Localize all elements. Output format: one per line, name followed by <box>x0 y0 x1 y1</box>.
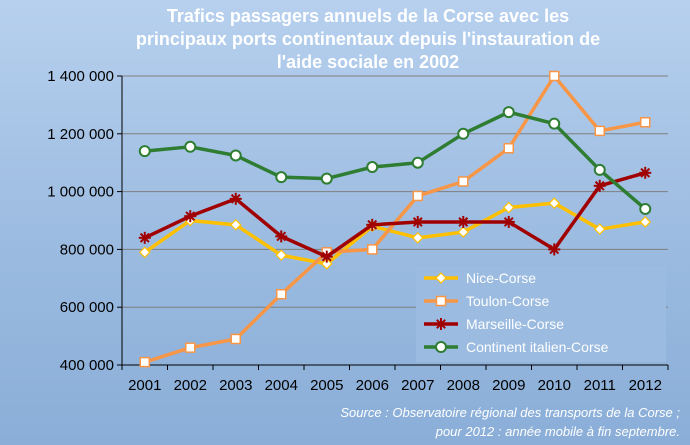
source-note: Source : Observatoire régional des trans… <box>340 405 680 439</box>
series-4-point <box>548 117 561 130</box>
legend-swatch-marker <box>435 341 447 353</box>
series-4-point <box>457 127 470 140</box>
series-2-point <box>139 356 150 368</box>
series-1-point <box>548 197 561 210</box>
marker-stroke <box>640 167 651 178</box>
legend-label: Toulon-Corse <box>466 293 549 309</box>
series-2-point <box>594 125 605 137</box>
y-tick-label: 800 000 <box>60 241 114 258</box>
series-2-point <box>230 333 241 345</box>
series-1-point <box>138 246 151 259</box>
x-tick-label: 2001 <box>128 377 161 394</box>
series-2-point <box>549 70 560 82</box>
x-tick-label: 2002 <box>174 377 207 394</box>
x-tick-label: 2011 <box>584 377 616 394</box>
marker-stroke <box>276 231 287 242</box>
series-3-point <box>593 179 606 192</box>
series-4-point <box>593 163 606 176</box>
series-2-point <box>458 176 469 187</box>
title-line-3: l'aide sociale en 2002 <box>277 52 459 72</box>
title-line-2: principaux ports continentaux depuis l'i… <box>136 29 600 49</box>
x-tick-label: 2007 <box>401 377 434 394</box>
y-tick-label: 1 200 000 <box>47 126 114 143</box>
x-tick-label: 2010 <box>538 377 571 394</box>
y-tick-label: 1 400 000 <box>47 68 114 85</box>
marker-stroke <box>321 251 332 262</box>
series-4-point <box>275 171 288 184</box>
title-line-1: Trafics passagers annuels de la Corse av… <box>167 6 569 26</box>
series-1-point <box>502 201 515 214</box>
series-2-point <box>367 244 378 255</box>
y-tick-label: 600 000 <box>60 299 114 316</box>
series-1-point <box>457 226 470 238</box>
x-tick-label: 2008 <box>447 377 480 394</box>
series-3-point <box>275 230 288 243</box>
source-line-1: Source : Observatoire régional des trans… <box>340 405 680 420</box>
legend-label: Continent italien-Corse <box>466 339 609 355</box>
legend-swatch-marker <box>435 318 447 330</box>
series-3-point <box>320 250 333 263</box>
axes: 400 000 600 000 800 000 1 000 000 1 200 000 1… <box>47 68 669 394</box>
series-4-point <box>639 202 652 215</box>
series-4-point <box>366 161 379 174</box>
source-line-2: pour 2012 : année mobile à fin septembre… <box>435 424 680 439</box>
series-1-point <box>639 216 652 228</box>
x-tick-label: 2004 <box>265 377 298 394</box>
legend-swatch-marker <box>435 295 447 307</box>
marker-stroke <box>230 193 241 204</box>
series-1-point <box>411 231 424 244</box>
series-1-point <box>275 249 288 262</box>
series-2-point <box>185 342 196 353</box>
series-3-point <box>639 166 652 179</box>
series-3-point <box>457 215 470 228</box>
series-3-line <box>143 171 646 259</box>
series-4-line <box>144 110 647 211</box>
marker-stroke <box>458 217 469 227</box>
series-3-point <box>366 218 379 231</box>
legend-label: Marseille-Corse <box>466 316 564 332</box>
legend-label: Nice-Corse <box>466 270 536 286</box>
series-3-point <box>229 192 242 205</box>
x-tick-label: 2012 <box>629 377 662 394</box>
series-3-point <box>184 210 197 223</box>
marker-stroke <box>367 219 378 230</box>
x-tick-label: 2009 <box>492 377 525 394</box>
marker-stroke <box>185 211 196 222</box>
x-tick-label: 2006 <box>356 377 389 394</box>
series-3-point <box>502 215 515 228</box>
series-3-point <box>411 215 424 228</box>
series-4-point <box>138 145 151 158</box>
y-tick-label: 1 000 000 <box>47 184 114 201</box>
legend-swatch-marker <box>435 272 447 284</box>
series-2-point <box>640 116 651 128</box>
series-2-point <box>412 190 423 202</box>
series-1-line <box>143 201 646 266</box>
series <box>138 70 652 368</box>
series-3-point <box>548 243 561 256</box>
series-4-point <box>184 140 197 153</box>
series-2-point <box>276 288 287 300</box>
legend: Nice-Corse Toulon-Corse Marseille-Corse Con… <box>416 266 666 362</box>
series-1-point <box>320 258 333 270</box>
marker-stroke <box>594 180 605 191</box>
series-4-point <box>411 156 424 169</box>
marker-stroke <box>139 232 150 243</box>
series-4-point <box>320 172 333 185</box>
series-1-point <box>593 223 606 236</box>
marker-stroke <box>436 319 446 329</box>
series-2-point <box>503 143 514 154</box>
series-1-point <box>229 218 242 231</box>
marker-stroke <box>412 217 423 227</box>
chart-title: Trafics passagers annuels de la Corse av… <box>136 6 600 72</box>
marker-stroke <box>549 244 560 255</box>
series-4-point <box>229 149 242 162</box>
marker-stroke <box>503 217 514 227</box>
series-3-point <box>138 231 151 244</box>
x-tick-label: 2005 <box>310 377 343 394</box>
series-4-point <box>502 106 515 119</box>
y-tick-label: 400 000 <box>60 357 114 374</box>
x-tick-label: 2003 <box>219 377 252 394</box>
